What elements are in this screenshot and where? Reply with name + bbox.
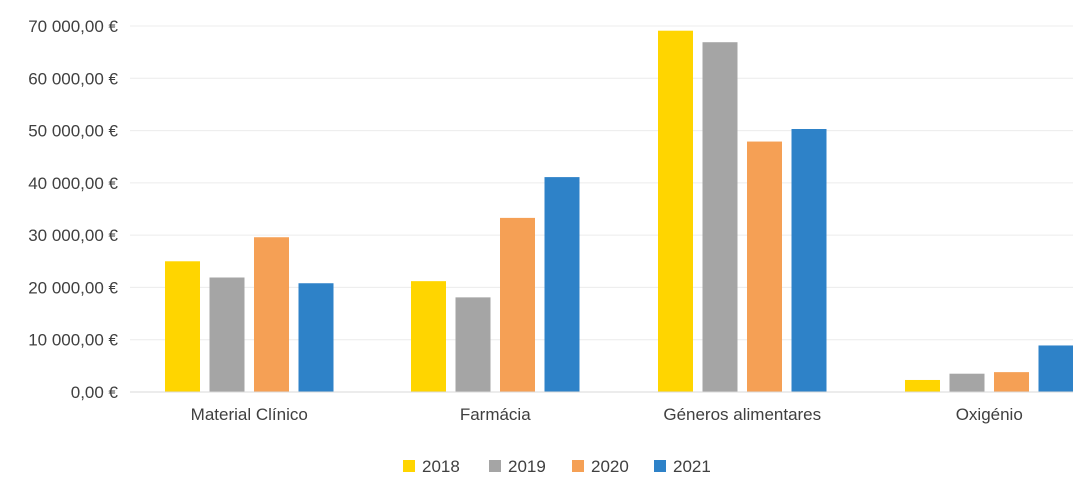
bar-2020-1 [500,217,535,392]
x-axis: Material Clínico Farmácia Géneros alimenta… [130,391,1073,424]
bar-2021-0 [298,283,334,392]
bar-2019-0 [209,277,245,392]
legend-swatch-2018 [403,460,415,472]
y-tick-label: 30 000,00 € [28,226,118,245]
legend-label-2018: 2018 [422,457,460,476]
y-axis: 0,00 € 10 000,00 € 20 000,00 € 30 000,00 € 4… [28,17,118,402]
legend: 2018 2019 2020 2021 [403,457,711,476]
legend-swatch-2021 [654,460,666,472]
y-tick-label: 10 000,00 € [28,331,118,350]
bar-2021-1 [544,177,580,392]
y-tick-label: 40 000,00 € [28,174,118,193]
bar-2020-0 [254,237,289,392]
bar-2018-0 [165,261,200,392]
y-tick-label: 60 000,00 € [28,69,118,88]
legend-label-2020: 2020 [591,457,629,476]
legend-swatch-2020 [572,460,584,472]
bar-2018-1 [411,281,446,392]
bar-2019-2 [702,42,738,393]
bar-2020-2 [747,141,782,392]
x-tick-label: Oxigénio [956,405,1023,424]
bar-2020-3 [994,372,1029,392]
bar-2019-3 [949,373,985,392]
y-tick-label: 70 000,00 € [28,17,118,36]
x-tick-label: Material Clínico [191,405,308,424]
bar-2021-2 [791,129,827,392]
bar-2021-3 [1038,345,1073,392]
bar-2018-2 [658,30,693,392]
y-tick-label: 0,00 € [71,383,119,402]
y-tick-label: 50 000,00 € [28,122,118,141]
bar-2019-1 [455,297,491,392]
x-tick-label: Géneros alimentares [663,405,821,424]
y-tick-label: 20 000,00 € [28,278,118,297]
x-tick-label: Farmácia [460,405,531,424]
bars [165,30,1073,393]
legend-label-2021: 2021 [673,457,711,476]
legend-label-2019: 2019 [508,457,546,476]
bar-2018-3 [905,379,940,392]
legend-swatch-2019 [489,460,501,472]
